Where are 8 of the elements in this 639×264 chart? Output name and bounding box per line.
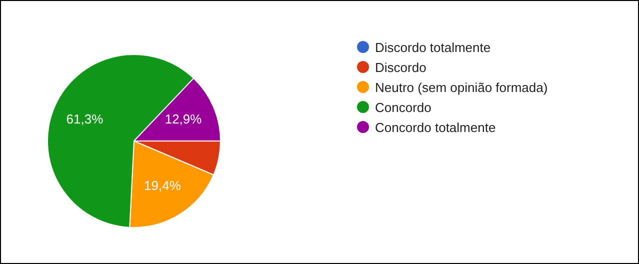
legend-label: Discordo totalmente bbox=[375, 40, 491, 54]
data-label: 19,4% bbox=[144, 178, 182, 194]
data-label: 61,3% bbox=[66, 111, 104, 126]
legend-label: Neutro (sem opinião formada) bbox=[375, 80, 548, 94]
legend-label: Concordo totalmente bbox=[375, 120, 496, 134]
legend-label: Discordo bbox=[375, 60, 426, 74]
legend-label: Concordo bbox=[375, 100, 432, 114]
data-label: 12,9% bbox=[164, 111, 202, 126]
